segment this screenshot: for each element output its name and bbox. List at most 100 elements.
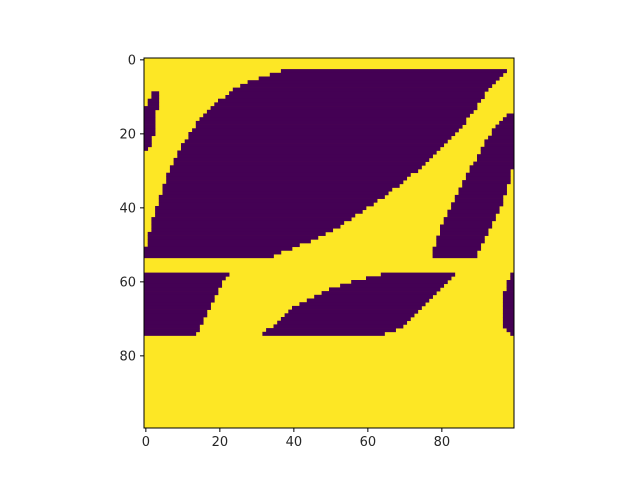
heatmap-cell-run	[481, 151, 515, 155]
heatmap-cell-run	[473, 162, 514, 166]
heatmap-cell-run	[151, 228, 333, 232]
heatmap-cell-run	[366, 276, 451, 280]
heatmap-cell-run	[151, 225, 340, 229]
heatmap-cell-run	[484, 143, 514, 147]
heatmap-cell-run	[207, 110, 474, 114]
heatmap-cell-run	[507, 114, 515, 118]
heatmap-cell-run	[151, 91, 159, 95]
heatmap-cell-run	[148, 99, 159, 103]
heatmap-cell-run	[266, 328, 396, 332]
heatmap-cell-run	[288, 310, 418, 314]
heatmap-cell-run	[462, 184, 507, 188]
heatmap-cell-run	[292, 306, 422, 310]
heatmap-cell-run	[163, 184, 400, 188]
heatmap-cell-run	[144, 310, 207, 314]
heatmap-cell-run	[503, 295, 514, 299]
x-tick-label: 0	[142, 435, 150, 450]
heatmap-cell-run	[307, 299, 429, 303]
heatmap-cell-run	[470, 165, 515, 169]
heatmap-cell-run	[144, 295, 215, 299]
heatmap-cell-run	[503, 302, 514, 306]
heatmap-cell-run	[155, 213, 355, 217]
heatmap-cell-run	[144, 128, 155, 132]
y-tick-label: 20	[119, 127, 136, 142]
heatmap-cell-run	[218, 99, 481, 103]
y-tick-label: 0	[128, 53, 136, 68]
heatmap-cell-run	[274, 324, 404, 328]
heatmap-cell-run	[248, 80, 496, 84]
heatmap-cell-run	[466, 173, 511, 177]
heatmap-cell-run	[351, 280, 448, 284]
heatmap-cell-run	[144, 299, 215, 303]
heatmap-cell-run	[229, 91, 485, 95]
plot-area	[144, 58, 514, 428]
heatmap-cell-run	[144, 306, 211, 310]
heatmap-cell-run	[144, 313, 207, 317]
heatmap-cell-run	[503, 313, 514, 317]
heatmap-cell-run	[151, 217, 351, 221]
heatmap-cell-run	[240, 84, 492, 88]
heatmap-cell-run	[503, 117, 514, 121]
x-tick-label: 20	[212, 435, 229, 450]
heatmap-cell-run	[196, 125, 463, 129]
heatmap-cell-run	[503, 291, 514, 295]
heatmap-cell-run	[144, 273, 229, 277]
y-tick-label: 40	[119, 201, 136, 216]
heatmap-cell-run	[477, 158, 514, 162]
heatmap-cell-run	[144, 254, 274, 258]
heatmap-cell-run	[177, 154, 433, 158]
heatmap-cell-run	[174, 162, 426, 166]
heatmap-cell-run	[440, 228, 488, 232]
heatmap-cell-run	[462, 180, 510, 184]
heatmap-cell-run	[455, 195, 503, 199]
y-tick-label: 60	[119, 275, 136, 290]
heatmap-cell-run	[151, 95, 159, 99]
heatmap-cell-run	[192, 128, 459, 132]
heatmap-cell-run	[166, 176, 407, 180]
heatmap-cell-run	[444, 217, 496, 221]
heatmap-cell-run	[144, 106, 159, 110]
heatmap-cell-run	[148, 236, 319, 240]
heatmap-cell-run	[174, 158, 430, 162]
heatmap-cell-run	[148, 243, 300, 247]
heatmap-cell-run	[200, 117, 467, 121]
heatmap-cell-run	[340, 284, 444, 288]
heatmap-cell-run	[144, 321, 204, 325]
heatmap-cell-run	[144, 125, 155, 129]
heatmap-cell-run	[492, 132, 515, 136]
heatmap-cell-run	[259, 77, 500, 81]
heatmap-cell-run	[436, 236, 484, 240]
heatmap-cell-run	[436, 243, 481, 247]
heatmap-cell-run	[170, 165, 422, 169]
heatmap-cell-run	[144, 332, 196, 336]
heatmap-cell-run	[470, 169, 511, 173]
heatmap-cell-run	[299, 302, 425, 306]
heatmap-cell-run	[144, 132, 155, 136]
heatmap-cell-run	[144, 324, 200, 328]
heatmap-cell-run	[488, 136, 514, 140]
heatmap-cell-run	[503, 324, 514, 328]
heatmap-cell-run	[144, 136, 152, 140]
heatmap-cell-run	[166, 173, 411, 177]
y-tick-label: 80	[119, 349, 136, 364]
heatmap-cell-run	[144, 110, 155, 114]
heatmap-cell-run	[144, 147, 148, 151]
heatmap-cell-run	[281, 69, 507, 73]
heatmap-cell-run	[151, 221, 344, 225]
heatmap-cell-run	[159, 202, 374, 206]
heatmap-cell-run	[144, 287, 218, 291]
heatmap-cell-run	[447, 213, 495, 217]
heatmap-cell-run	[262, 332, 384, 336]
heatmap-cell-run	[144, 121, 155, 125]
heatmap-cell-run	[503, 317, 514, 321]
x-tick-label: 40	[286, 435, 303, 450]
heatmap-cell-run	[507, 284, 515, 288]
heatmap-cell-run	[177, 151, 436, 155]
heatmap-cell-run	[144, 317, 204, 321]
heatmap-cell-run	[503, 299, 514, 303]
heatmap-cell-run	[466, 176, 511, 180]
heatmap-cell-run	[433, 254, 478, 258]
heatmap-cell-run	[440, 232, 488, 236]
heatmap-cell-run	[451, 206, 499, 210]
heatmap-cell-run	[285, 313, 415, 317]
